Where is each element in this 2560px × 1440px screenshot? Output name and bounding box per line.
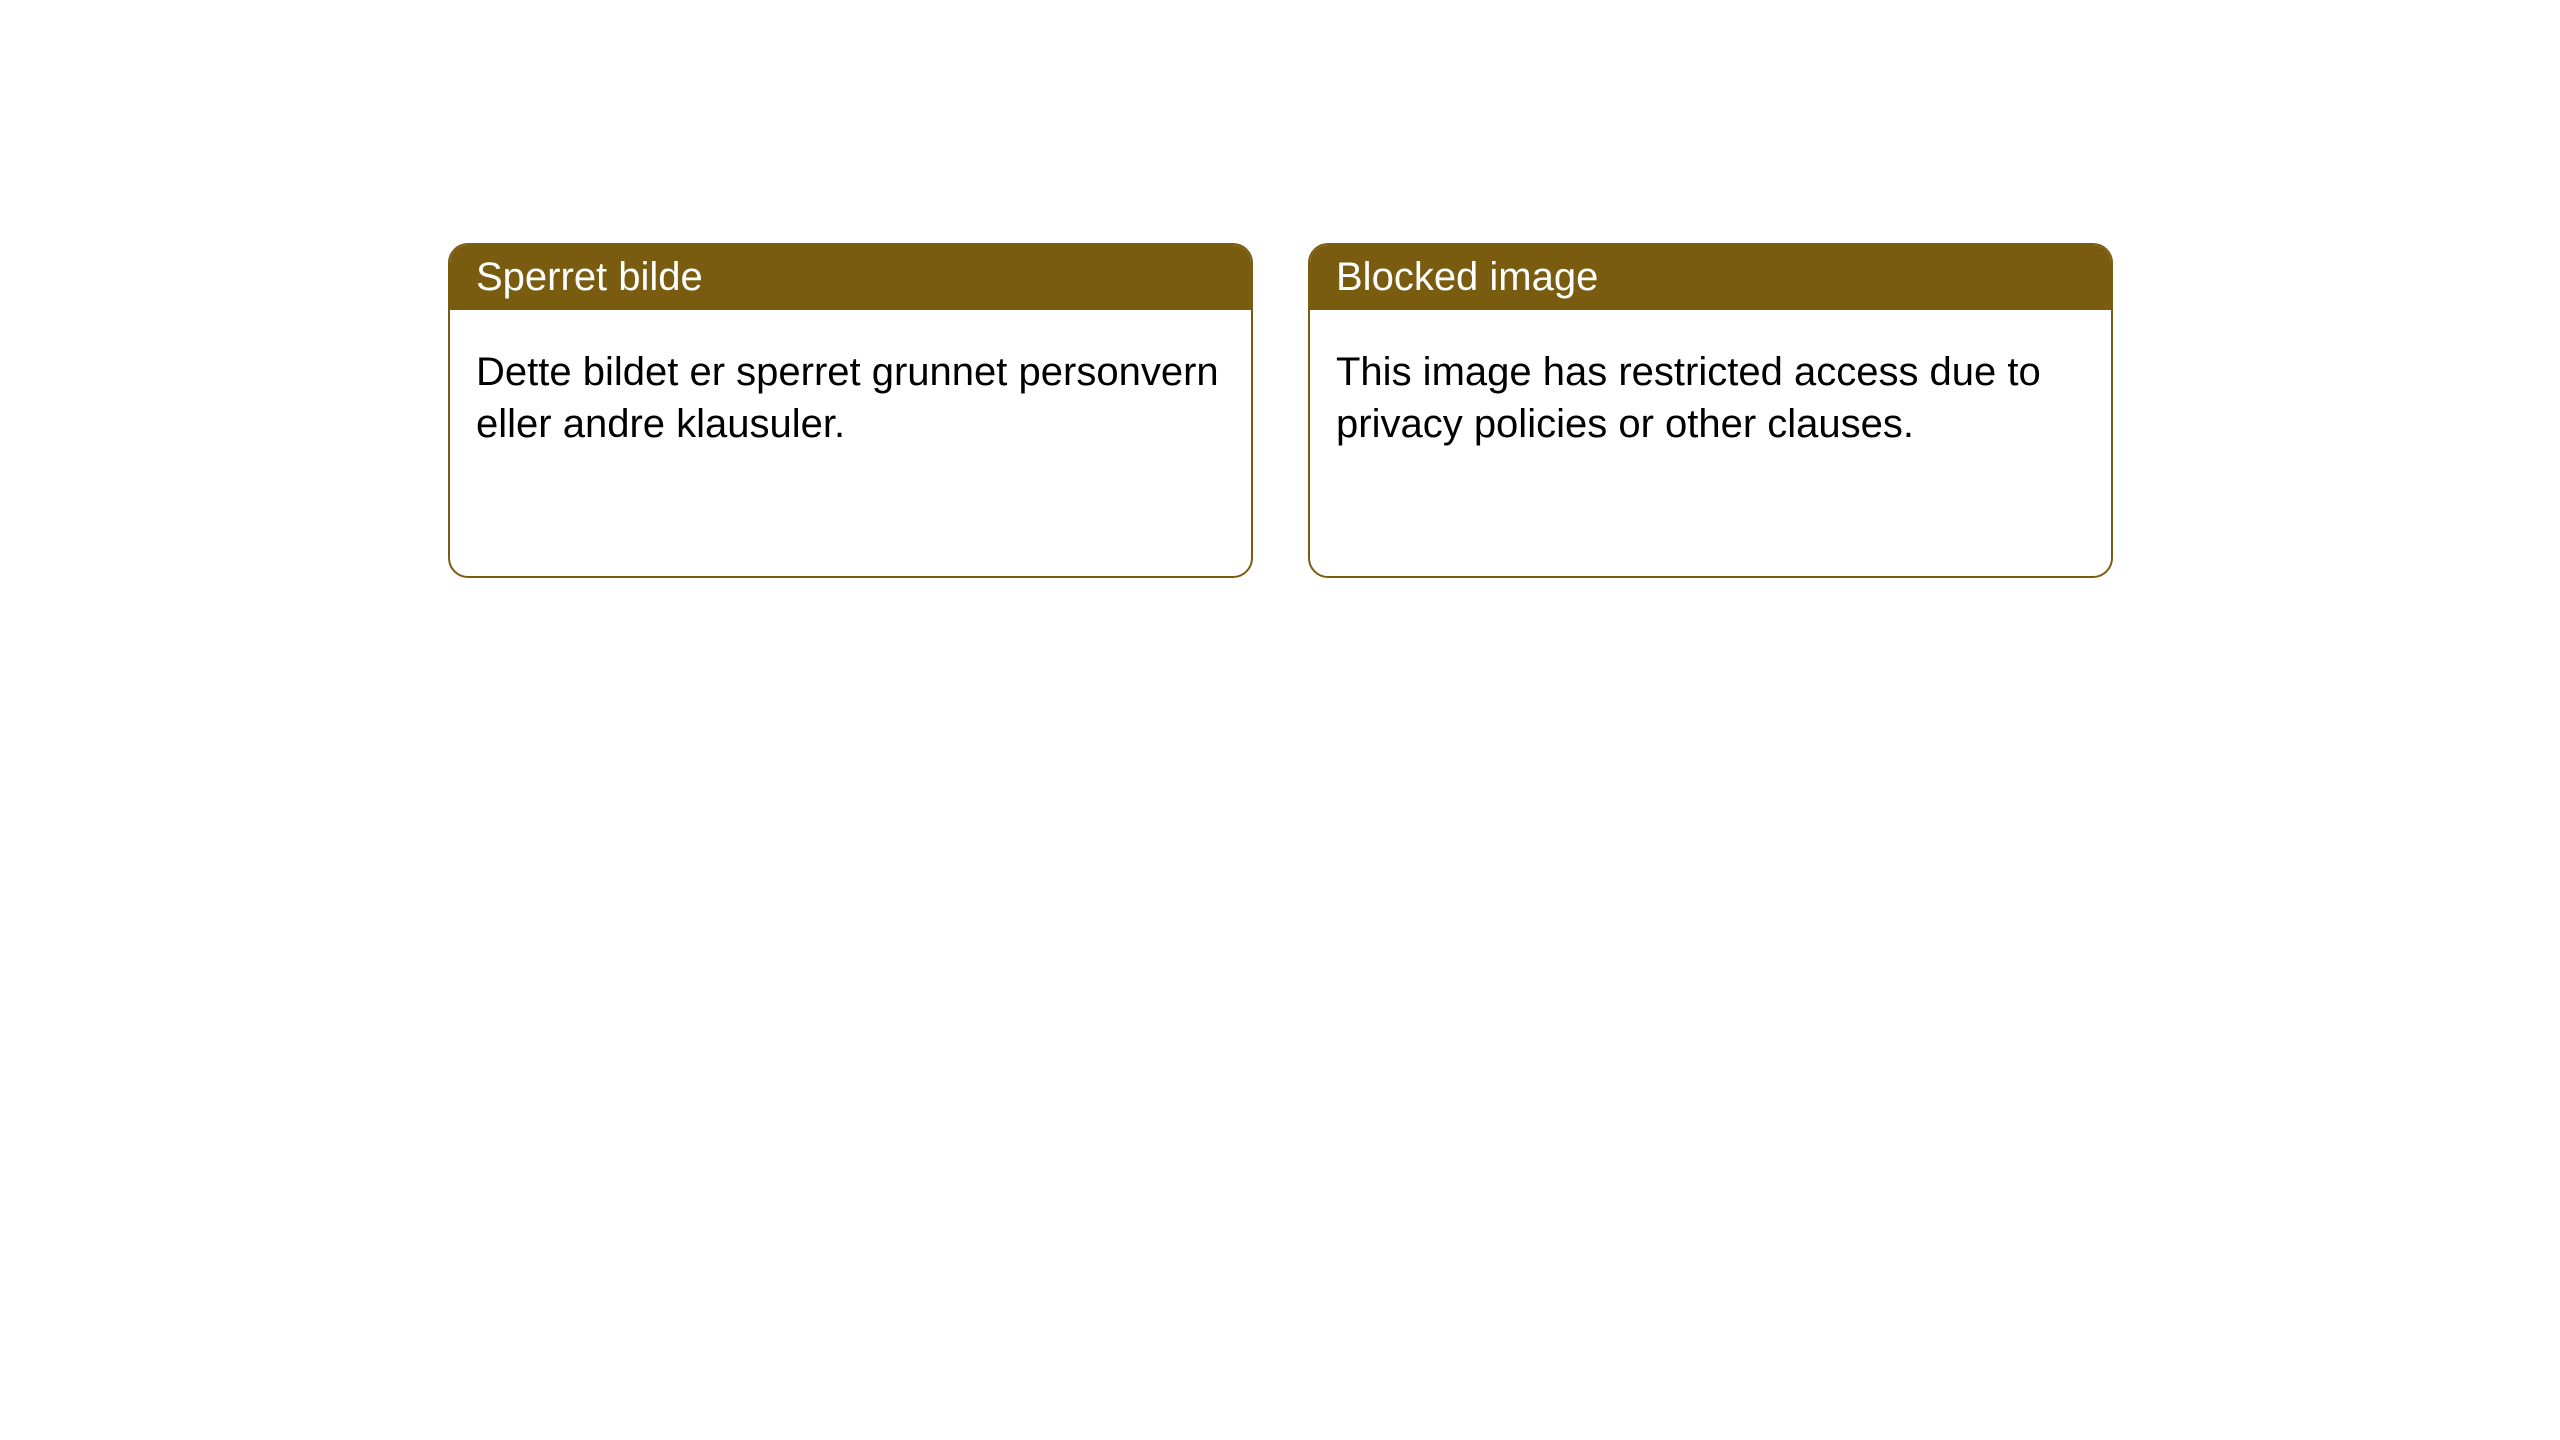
notice-card-norwegian: Sperret bilde Dette bildet er sperret gr… [448,243,1253,578]
card-header: Sperret bilde [450,245,1251,310]
card-header: Blocked image [1310,245,2111,310]
card-body: Dette bildet er sperret grunnet personve… [450,310,1251,486]
card-body: This image has restricted access due to … [1310,310,2111,486]
notice-container: Sperret bilde Dette bildet er sperret gr… [0,0,2560,578]
card-header-text: Blocked image [1336,255,1598,299]
card-body-text: This image has restricted access due to … [1336,350,2041,446]
card-header-text: Sperret bilde [476,255,703,299]
notice-card-english: Blocked image This image has restricted … [1308,243,2113,578]
card-body-text: Dette bildet er sperret grunnet personve… [476,350,1219,446]
